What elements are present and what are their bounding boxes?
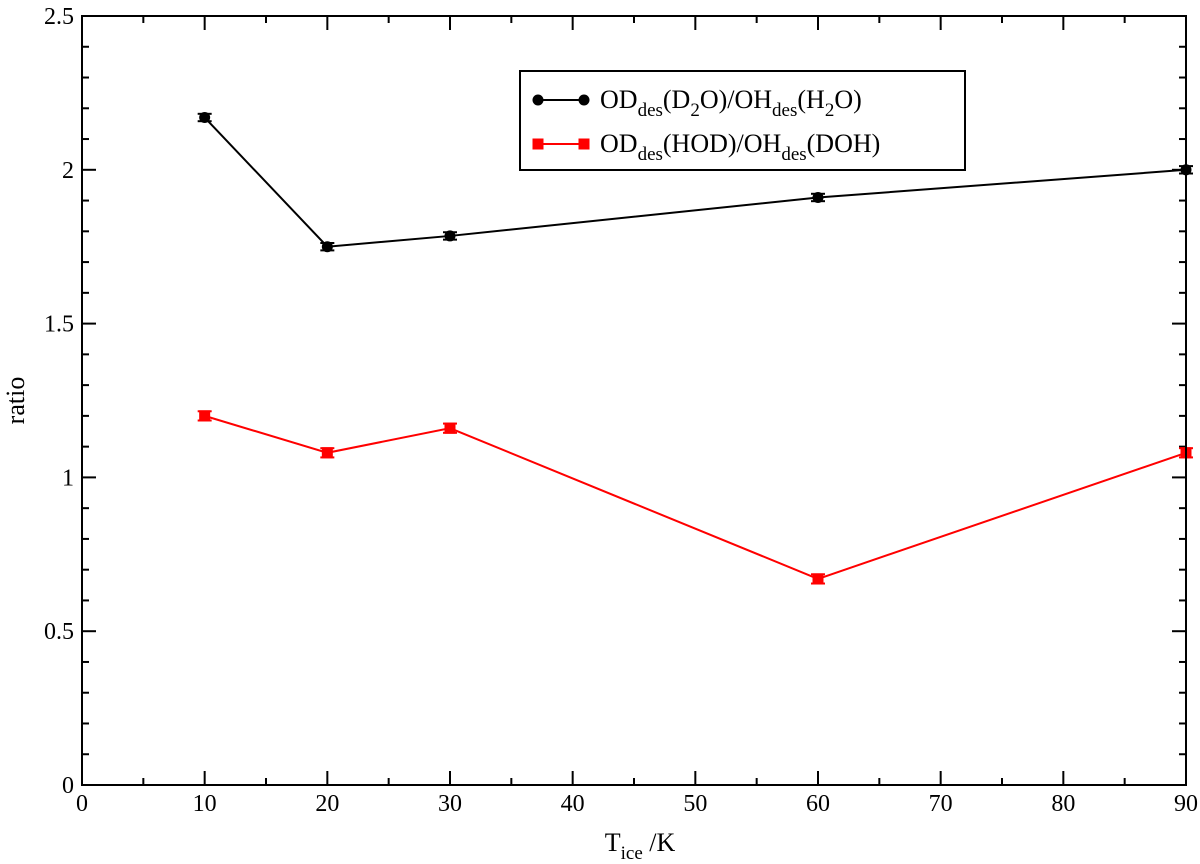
legend-box: [519, 70, 966, 171]
legend-marker: [578, 138, 590, 150]
data-point: [321, 241, 333, 253]
y-tick-label: 1.5: [44, 312, 74, 338]
legend-label: ODdes(HOD)/OHdes(DOH): [600, 129, 880, 165]
x-tick-label: 60: [806, 791, 830, 817]
y-tick-label: 2.5: [44, 4, 74, 30]
x-axis-title: Tice /K: [605, 828, 676, 864]
legend-entry-1: ODdes(D2O)/OHdes(H2O): [532, 85, 862, 121]
legend-label: ODdes(D2O)/OHdes(H2O): [600, 85, 862, 121]
y-tick-label: 0: [62, 773, 74, 799]
data-point: [321, 447, 333, 459]
y-tick-label: 2: [62, 158, 74, 184]
y-axis-title: ratio: [1, 377, 30, 425]
data-point: [199, 410, 211, 422]
legend-marker: [532, 94, 544, 106]
y-tick-label: 1: [62, 465, 74, 491]
data-point: [444, 422, 456, 434]
plot-frame: [81, 15, 1187, 786]
x-tick-label: 70: [929, 791, 953, 817]
data-series: [197, 112, 1193, 585]
x-tick-label: 20: [315, 791, 339, 817]
series-2: [197, 410, 1193, 585]
data-point: [812, 573, 824, 585]
x-tick-label: 40: [561, 791, 585, 817]
legend-marker: [578, 94, 590, 106]
data-point: [199, 112, 211, 124]
x-tick-label: 10: [193, 791, 217, 817]
series-line: [204, 414, 1187, 580]
legend-marker: [532, 138, 544, 150]
x-tick-label: 90: [1174, 791, 1198, 817]
x-tick-label: 0: [76, 791, 88, 817]
x-tick-label: 80: [1051, 791, 1075, 817]
legend-entry-2: ODdes(HOD)/OHdes(DOH): [532, 129, 880, 165]
data-point: [444, 230, 456, 242]
x-tick-label: 30: [438, 791, 462, 817]
legend: ODdes(D2O)/OHdes(H2O) ODdes(HOD)/OHdes(DO…: [519, 70, 966, 171]
tick-labels: 0 10 20 30 40 50 60 70 80 90 0 0.5 1 1.5 2 2.5: [44, 4, 1198, 817]
x-tick-label: 50: [683, 791, 707, 817]
data-point: [812, 191, 824, 203]
y-tick-label: 0.5: [44, 619, 74, 645]
series-1: [197, 112, 1193, 253]
